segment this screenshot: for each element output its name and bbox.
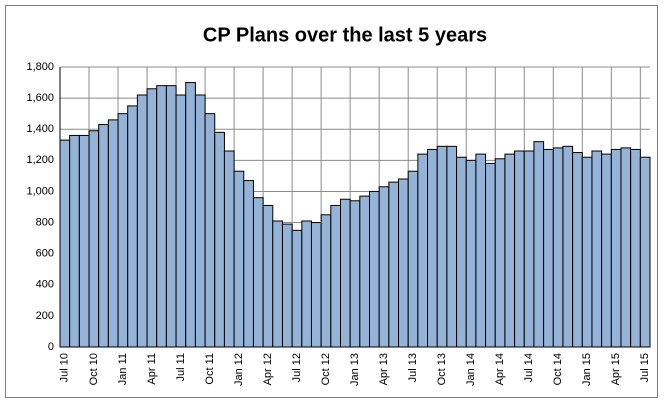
bar [601, 153, 612, 348]
bar [117, 113, 129, 348]
bar [514, 150, 525, 348]
bar [214, 131, 225, 348]
bar [233, 170, 245, 348]
bar [494, 158, 506, 348]
bar [446, 145, 458, 348]
x-tick-label: Apr 12 [262, 353, 274, 385]
y-tick-label: 1,800 [26, 61, 54, 73]
x-tick-label: Jan 13 [349, 353, 361, 386]
x-tick-label: Oct 12 [320, 353, 332, 385]
bar [591, 150, 603, 348]
bar [398, 178, 409, 348]
bar [301, 220, 312, 348]
bar [127, 105, 138, 348]
bar [378, 186, 390, 348]
bar [572, 152, 583, 348]
x-tick-label: Jan 11 [117, 353, 129, 385]
bar [349, 200, 361, 348]
bar [543, 148, 554, 348]
bar [639, 156, 651, 348]
bar [436, 145, 448, 348]
bar [369, 190, 380, 348]
bar [98, 124, 109, 348]
x-tick-label: Jul 15 [639, 353, 651, 382]
bar [165, 85, 177, 348]
bar [339, 198, 351, 348]
bar [407, 170, 419, 348]
bar [204, 113, 216, 348]
x-tick-label: Jan 12 [233, 353, 245, 386]
y-tick-label: 1,600 [26, 92, 54, 104]
x-tick-label: Oct 13 [436, 353, 448, 385]
x-tick-label: Jul 12 [291, 353, 303, 382]
bar [427, 148, 438, 348]
x-tick-label: Jul 14 [523, 353, 535, 382]
y-tick-label: 0 [48, 341, 54, 353]
x-tick-label: Oct 14 [552, 353, 564, 385]
x-tick-label: Apr 14 [494, 353, 506, 385]
bar [388, 181, 400, 348]
bar [69, 134, 80, 348]
x-tick-label: Jul 11 [175, 353, 187, 382]
x-tick-label: Apr 11 [146, 353, 158, 385]
bar [504, 153, 516, 348]
bar [475, 153, 487, 348]
bar [252, 197, 264, 348]
bar [310, 222, 322, 348]
bar [562, 145, 574, 348]
bar [156, 85, 167, 348]
bar [146, 88, 158, 348]
y-tick-label: 1,000 [26, 185, 54, 197]
bar [291, 229, 303, 348]
bar [175, 94, 187, 348]
bar [417, 153, 429, 348]
y-tick-label: 800 [36, 216, 54, 228]
bar [59, 139, 71, 348]
chart-title: CP Plans over the last 5 years [203, 24, 487, 46]
bar [272, 220, 283, 348]
x-tick-label: Apr 13 [378, 353, 390, 385]
bar [107, 119, 119, 348]
bar [533, 141, 545, 348]
bar [320, 214, 332, 348]
bar [581, 156, 593, 348]
bar [136, 94, 148, 348]
x-tick-label: Oct 11 [204, 353, 216, 385]
bar [359, 195, 371, 348]
bar [485, 162, 496, 348]
y-tick-label: 400 [36, 279, 54, 291]
bar [281, 223, 293, 348]
bar [620, 147, 632, 348]
bar [88, 130, 100, 348]
bar [523, 150, 535, 348]
bar [243, 180, 254, 348]
y-tick-label: 600 [36, 248, 54, 260]
x-tick-label: Oct 10 [88, 353, 100, 385]
bar [552, 147, 564, 348]
y-tick-label: 1,200 [26, 154, 54, 166]
bar [223, 150, 235, 348]
bar [330, 204, 341, 348]
bar [262, 204, 274, 348]
x-tick-label: Jan 15 [581, 353, 593, 386]
bar [78, 134, 90, 348]
x-tick-label: Jul 13 [407, 353, 419, 382]
bar [456, 156, 467, 348]
bar [610, 148, 622, 348]
bar [630, 148, 641, 348]
y-tick-label: 1,400 [26, 123, 54, 135]
x-tick-label: Jan 14 [465, 353, 477, 386]
bar [465, 159, 477, 348]
bar [185, 82, 196, 348]
x-tick-label: Apr 15 [610, 353, 622, 385]
x-tick-label: Jul 10 [59, 353, 71, 382]
y-tick-label: 200 [36, 310, 54, 322]
bar [194, 94, 206, 348]
